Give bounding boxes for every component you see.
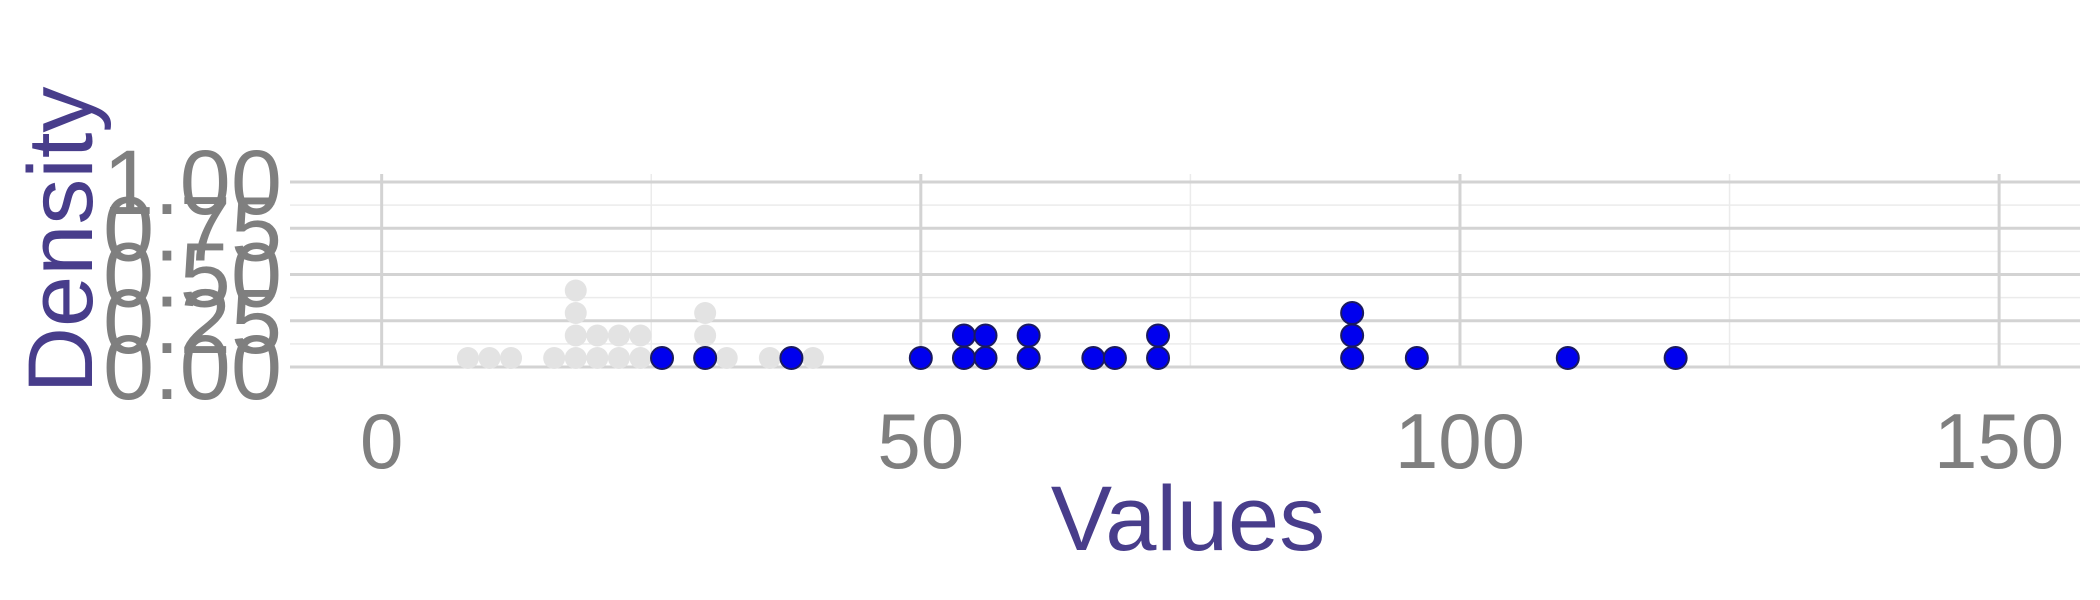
background-point — [456, 347, 479, 369]
background-point — [694, 324, 717, 347]
y-tick-label: 0.00 — [103, 317, 282, 419]
x-axis-title: Values — [1051, 468, 1325, 570]
background-point — [629, 324, 652, 347]
y-tick-label: 0.75 — [103, 178, 282, 280]
background-point — [564, 347, 587, 369]
x-tick-label: 0 — [360, 397, 403, 485]
highlight-point — [1016, 346, 1041, 370]
background-point — [586, 347, 609, 369]
highlight-point — [1404, 346, 1429, 370]
highlight-point — [1340, 301, 1365, 325]
highlight-point — [951, 346, 976, 370]
background-point — [629, 347, 652, 369]
y-tick-label: 1.00 — [103, 132, 282, 234]
highlight-point — [693, 346, 718, 370]
highlight-point — [1340, 346, 1365, 370]
highlight-point — [1102, 346, 1127, 370]
x-tick-labels: 0 50 100 150 — [360, 397, 2064, 485]
y-tick-label: 0.25 — [103, 271, 282, 373]
highlight-point — [1555, 346, 1580, 370]
x-tick-label: 100 — [1395, 397, 1525, 485]
background-point — [564, 302, 587, 324]
highlight-point — [779, 346, 804, 370]
highlight-point — [973, 346, 998, 370]
background-point — [607, 347, 630, 369]
highlight-point — [1016, 323, 1041, 348]
grid-layer — [290, 174, 2080, 369]
background-point — [478, 347, 501, 369]
highlight-point — [1146, 323, 1171, 348]
y-axis-title: Density — [10, 87, 112, 394]
background-points — [456, 279, 824, 369]
highlight-point — [973, 323, 998, 348]
background-point — [801, 347, 824, 369]
y-tick-label: 0.50 — [103, 225, 282, 327]
background-point — [607, 324, 630, 347]
highlight-point — [1146, 346, 1171, 370]
highlight-points — [650, 301, 1688, 370]
background-point — [564, 279, 587, 302]
background-point — [694, 302, 717, 324]
background-point — [500, 347, 523, 369]
x-tick-label: 50 — [877, 397, 964, 485]
y-tick-labels: 0.000.250.500.751.00 — [103, 132, 282, 419]
highlight-point — [908, 346, 933, 370]
highlight-point — [650, 346, 675, 370]
background-point — [543, 347, 566, 369]
background-point — [758, 347, 781, 369]
background-point — [586, 324, 609, 347]
highlight-point — [951, 323, 976, 348]
highlight-point — [1663, 346, 1688, 370]
highlight-point — [1081, 346, 1106, 370]
background-point — [715, 347, 738, 369]
x-tick-label: 150 — [1934, 397, 2064, 485]
background-point — [564, 324, 587, 347]
highlight-point — [1340, 323, 1365, 348]
